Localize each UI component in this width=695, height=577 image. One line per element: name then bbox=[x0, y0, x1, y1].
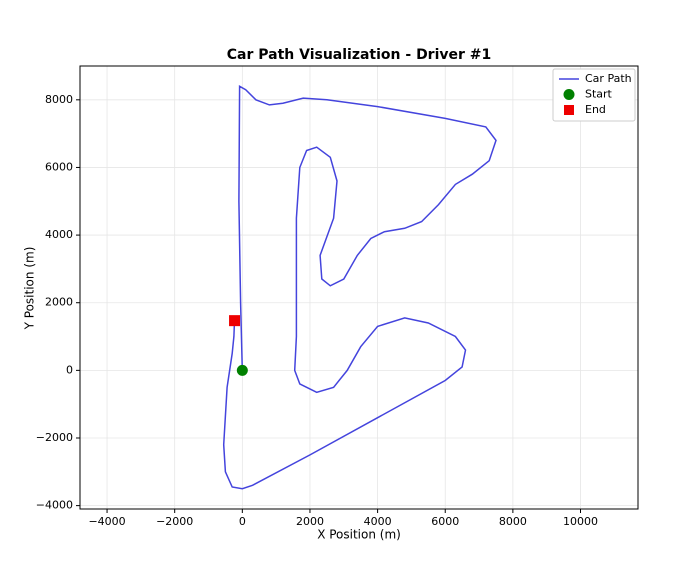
start-marker bbox=[236, 364, 248, 376]
y-tick-label: 2000 bbox=[45, 296, 73, 309]
legend-swatch bbox=[564, 105, 574, 115]
legend-label: End bbox=[585, 103, 606, 116]
y-tick-label: 8000 bbox=[45, 93, 73, 106]
x-axis-label: X Position (m) bbox=[317, 528, 401, 542]
x-tick-label: 10000 bbox=[563, 515, 598, 528]
legend-label: Start bbox=[585, 88, 613, 101]
x-tick-label: 4000 bbox=[364, 515, 392, 528]
chart-title: Car Path Visualization - Driver #1 bbox=[227, 47, 492, 63]
y-tick-label: −2000 bbox=[36, 431, 73, 444]
y-tick-label: 4000 bbox=[45, 228, 73, 241]
x-tick-label: 8000 bbox=[499, 515, 527, 528]
x-tick-label: 2000 bbox=[296, 515, 324, 528]
y-tick-label: 6000 bbox=[45, 160, 73, 173]
plot-frame bbox=[79, 65, 639, 510]
y-tick-label: −4000 bbox=[36, 499, 73, 512]
end-marker bbox=[229, 315, 241, 327]
y-axis-label: Y Position (m) bbox=[23, 247, 37, 331]
legend-label: Car Path bbox=[585, 72, 632, 85]
legend-swatch bbox=[563, 89, 575, 100]
x-tick-label: −4000 bbox=[88, 515, 125, 528]
x-tick-label: 6000 bbox=[431, 515, 459, 528]
car-path-line bbox=[222, 85, 497, 490]
x-tick-label: −2000 bbox=[156, 515, 193, 528]
x-tick-label: 0 bbox=[239, 515, 246, 528]
y-tick-label: 0 bbox=[66, 363, 73, 376]
